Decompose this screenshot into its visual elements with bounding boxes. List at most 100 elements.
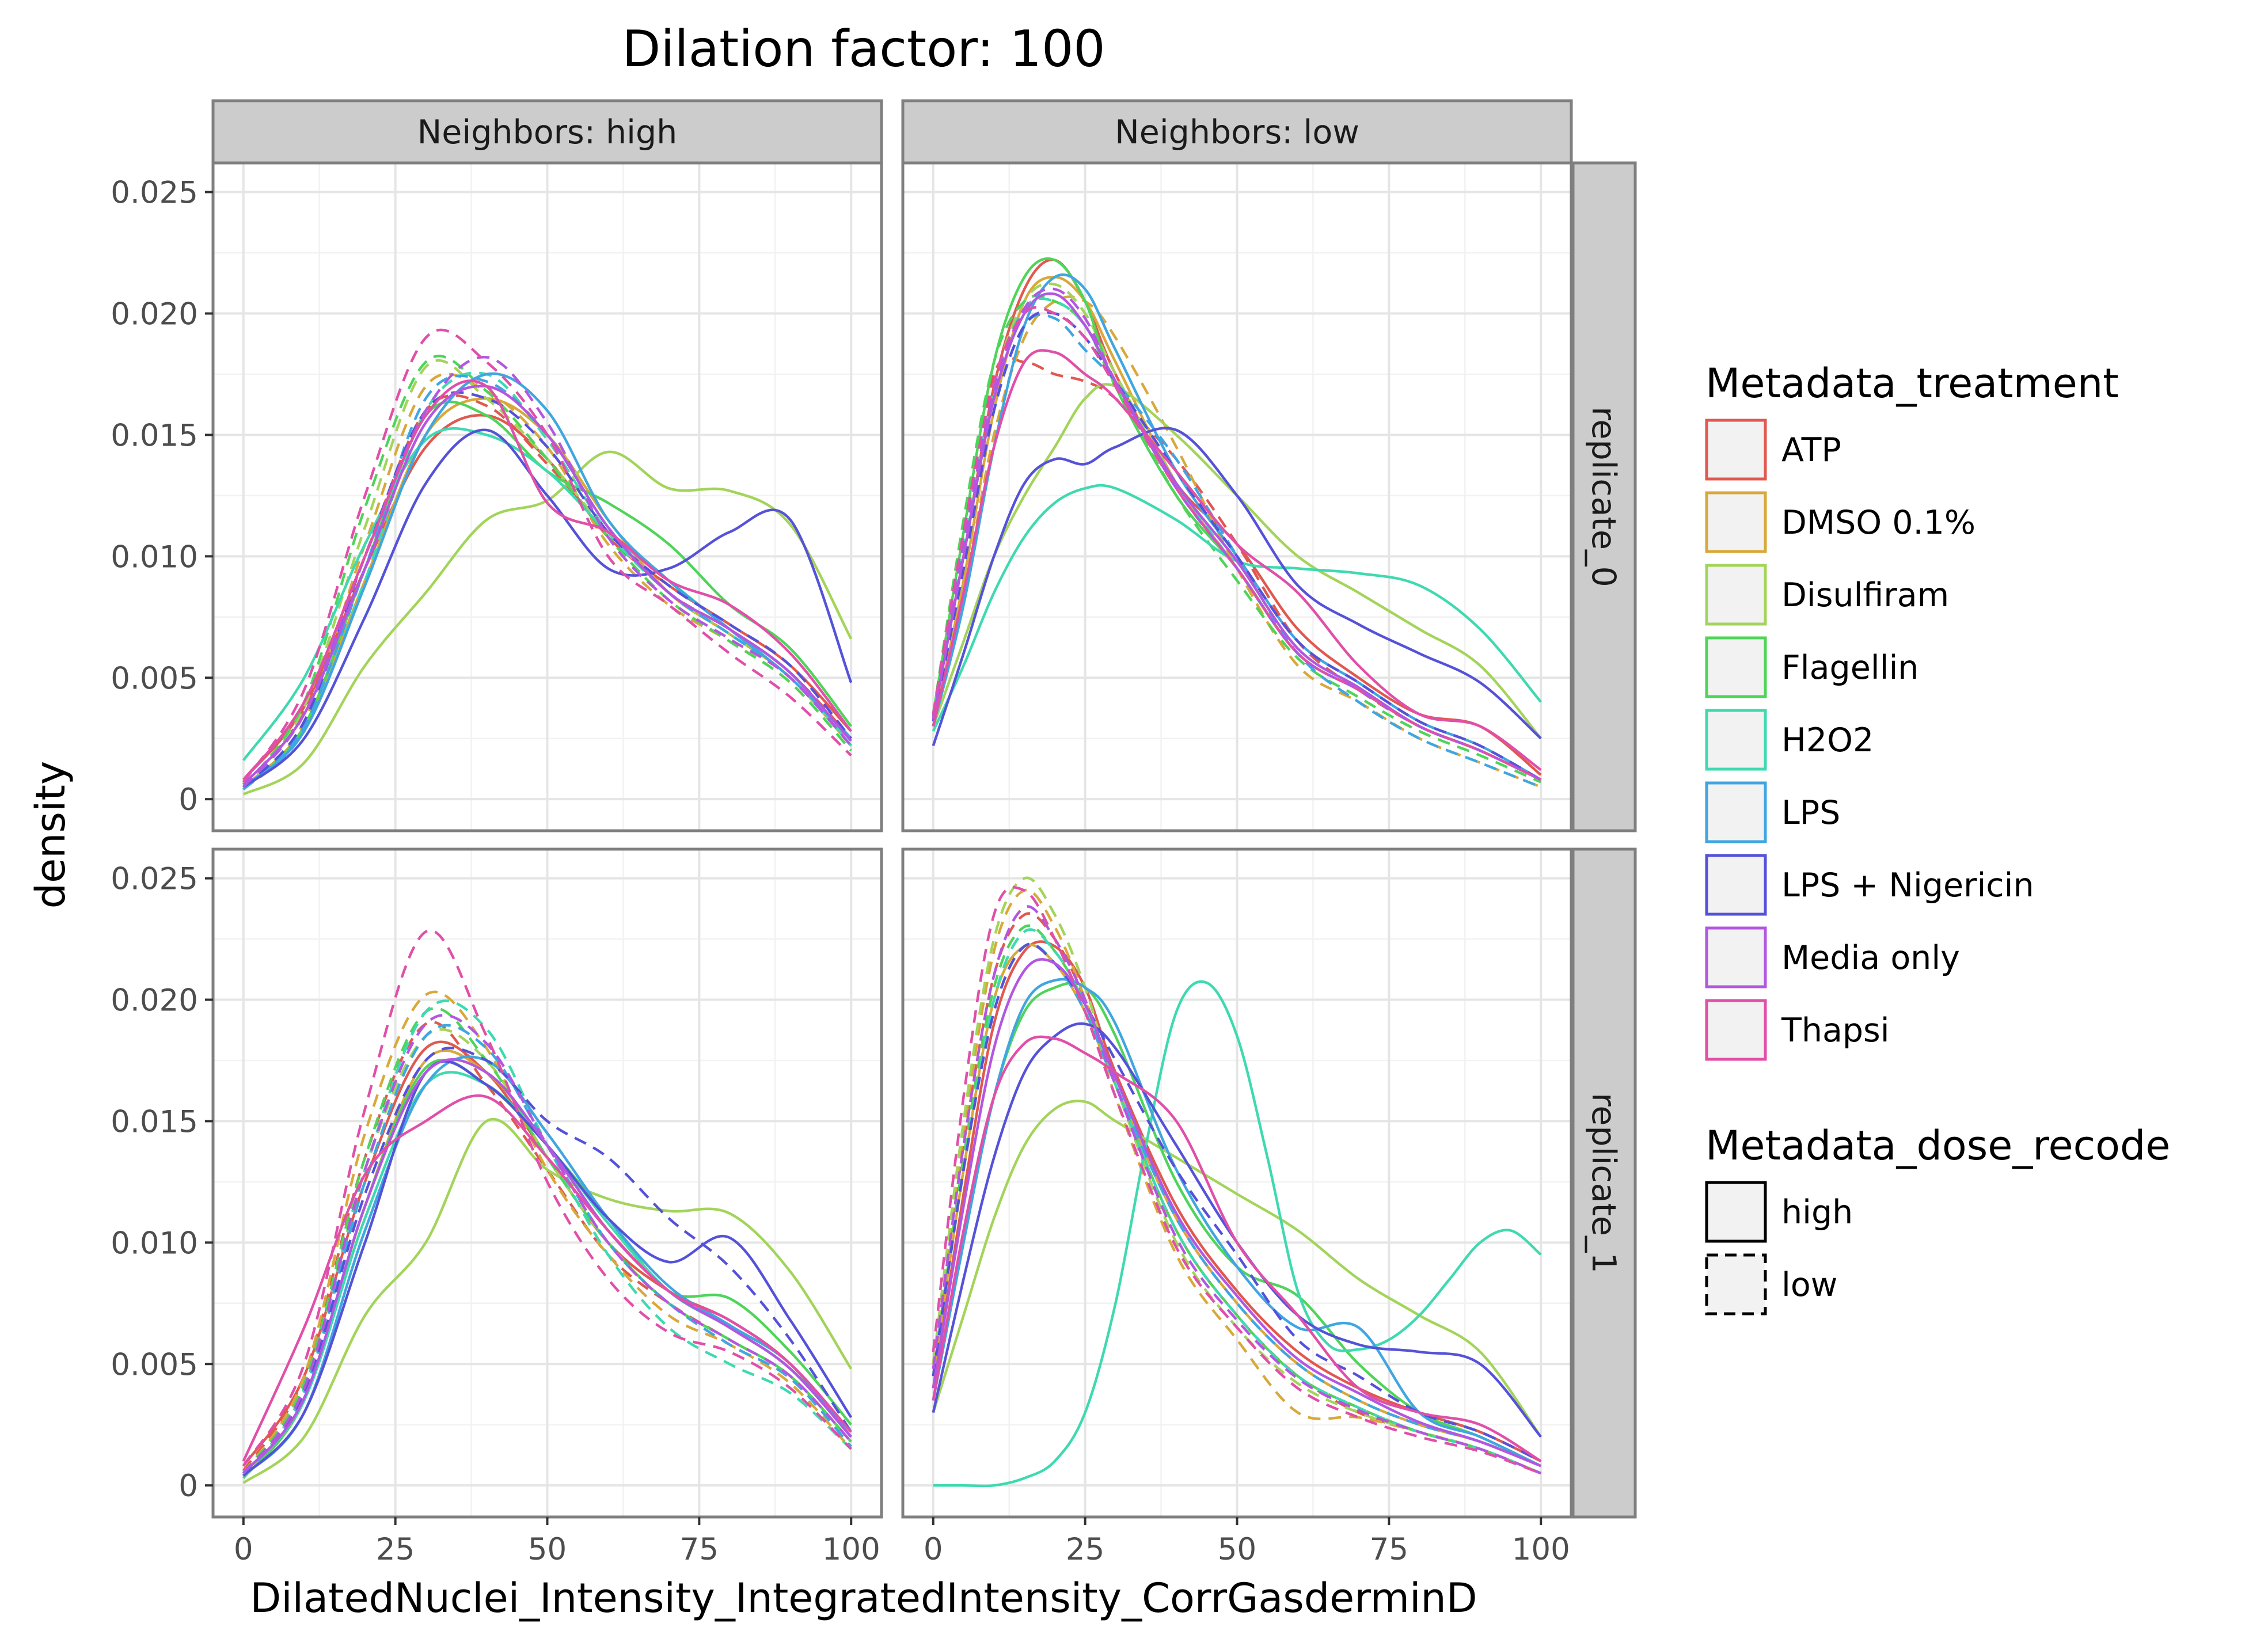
y-tick-label: 0.015 [111, 418, 198, 453]
density-curve-lps-high [932, 978, 1542, 1467]
density-curve-atp-high [932, 940, 1542, 1463]
density-curve-lps-nigericin-low [932, 942, 1542, 1463]
legend-label: LPS [1781, 794, 1840, 832]
x-tick-label: 25 [1066, 1532, 1104, 1567]
legend-entry: high [1705, 1181, 1853, 1243]
facet-strip-row-1: replicate_1 [1571, 847, 1637, 1519]
legend-label: high [1781, 1193, 1853, 1231]
density-curve-thapsi-high [932, 1035, 1542, 1462]
y-tick-label: 0.025 [111, 862, 198, 897]
legend-key [1705, 1181, 1767, 1243]
x-tick-label: 75 [1370, 1532, 1408, 1567]
density-curve-lps-nigericin-high [242, 428, 853, 788]
legend-key [1705, 636, 1767, 698]
density-curve-thapsi-high [242, 1094, 852, 1462]
legend-entry: Flagellin [1705, 636, 1919, 698]
facet-strip-row-label: replicate_0 [1585, 406, 1623, 587]
density-curve-lps-nigericin-high [242, 1060, 853, 1477]
density-curve-lps-nigericin-low [242, 1046, 853, 1474]
legend-key [1705, 854, 1767, 916]
density-curve-flagellin-low [242, 355, 852, 788]
y-tick-label: 0 [178, 1469, 198, 1504]
facet-panel-0-1 [901, 161, 1573, 832]
density-curve-lps-low [932, 942, 1542, 1467]
facet-panel-1-0: 0 0.005 0.010 0.015 0.020 0.025 0 25 50 75 100 [111, 847, 883, 1567]
facet-strip-col-label: Neighbors: high [417, 113, 678, 151]
panel-border [211, 161, 883, 832]
legend-entry: DMSO 0.1% [1705, 491, 1976, 553]
legend-label: ATP [1781, 431, 1841, 469]
legend-label: Flagellin [1781, 649, 1919, 687]
density-curve-disulfiram-high [242, 1118, 853, 1484]
density-curve-thapsi-low [242, 328, 852, 783]
legend-label: Disulfiram [1781, 576, 1949, 614]
y-tick-label: 0.025 [111, 176, 198, 211]
legend-label: H2O2 [1781, 721, 1874, 759]
legend-entry: Media only [1705, 926, 1960, 988]
x-tick-label: 25 [376, 1532, 415, 1567]
density-curve-flagellin-low [932, 294, 1542, 784]
density-curve-lps-nigericin-high [932, 1022, 1542, 1438]
legend-entry: H2O2 [1705, 709, 1874, 771]
density-curve-lps-nigericin-low [242, 391, 852, 788]
x-tick-label: 100 [822, 1532, 880, 1567]
facet-strip-col-1: Neighbors: low [901, 99, 1573, 165]
legend-label: Thapsi [1781, 1012, 1890, 1050]
density-curve-lps-nigericin-high [932, 427, 1542, 747]
density-curve-thapsi-low [242, 929, 852, 1467]
y-tick-label: 0.020 [111, 297, 198, 332]
x-tick-label: 50 [528, 1532, 567, 1567]
legend-color: Metadata_treatment ATP DMSO 0.1% Disulfiram… [1705, 360, 2119, 1061]
legend-label: low [1781, 1266, 1837, 1304]
density-curve-media-only-low [242, 356, 852, 788]
y-tick-label: 0.005 [111, 661, 198, 696]
legend-key [1705, 709, 1767, 771]
density-curve-lps-low [242, 1024, 852, 1477]
panels-layer: Neighbors: high Neighbors: low replicate_0… [111, 99, 1637, 1567]
facet-strip-row-bg [1571, 161, 1637, 832]
x-tick-label: 75 [680, 1532, 719, 1567]
x-tick-label: 0 [234, 1532, 253, 1567]
density-curve-thapsi-high [932, 349, 1542, 771]
density-curve-lps-high [242, 1055, 852, 1477]
facet-strip-col-bg [901, 99, 1573, 165]
facet-strip-row-label: replicate_1 [1585, 1093, 1623, 1273]
y-tick-label: 0.015 [111, 1104, 198, 1139]
legend-key [1705, 781, 1767, 843]
legend-title: Metadata_dose_recode [1705, 1122, 2170, 1169]
facet-strip-col-bg [211, 99, 883, 165]
x-tick-label: 0 [924, 1532, 943, 1567]
legend-label: LPS + Nigericin [1781, 866, 2034, 904]
facet-strip-col-label: Neighbors: low [1115, 113, 1359, 151]
x-axis-title: DilatedNuclei_Intensity_IntegratedIntens… [250, 1575, 1477, 1622]
legend-title: Metadata_treatment [1705, 360, 2119, 407]
y-tick-label: 0.020 [111, 983, 198, 1018]
density-curves [242, 929, 853, 1484]
density-curve-media-only-high [932, 958, 1542, 1467]
legend-label: Media only [1781, 939, 1960, 977]
legend-entry: Thapsi [1705, 999, 1890, 1061]
density-curve-disulfiram-low [242, 359, 852, 790]
density-curve-h2o2-high [933, 980, 1542, 1488]
legend-key [1705, 419, 1767, 481]
legend-label: DMSO 0.1% [1781, 504, 1976, 542]
y-tick-label: 0.010 [111, 1226, 198, 1261]
y-tick-label: 0 [178, 782, 198, 817]
legend-key [1705, 999, 1767, 1061]
density-curve-thapsi-high [242, 379, 852, 781]
legend-key [1705, 926, 1767, 988]
density-curve-h2o2-high [932, 484, 1542, 732]
panel-border [901, 161, 1573, 832]
facet-panel-0-0: 0 0.005 0.010 0.015 0.020 0.025 [111, 161, 883, 832]
density-curve-media-only-high [242, 1058, 852, 1474]
legend-key [1705, 1253, 1767, 1315]
density-curve-lps-nigericin-low [932, 310, 1542, 781]
density-curves [932, 257, 1542, 789]
legend-entry: LPS + Nigericin [1705, 854, 2034, 916]
y-tick-label: 0.005 [111, 1347, 198, 1382]
x-tick-label: 50 [1218, 1532, 1256, 1567]
legend-entry: LPS [1705, 781, 1840, 843]
density-curve-media-only-low [242, 1014, 852, 1474]
